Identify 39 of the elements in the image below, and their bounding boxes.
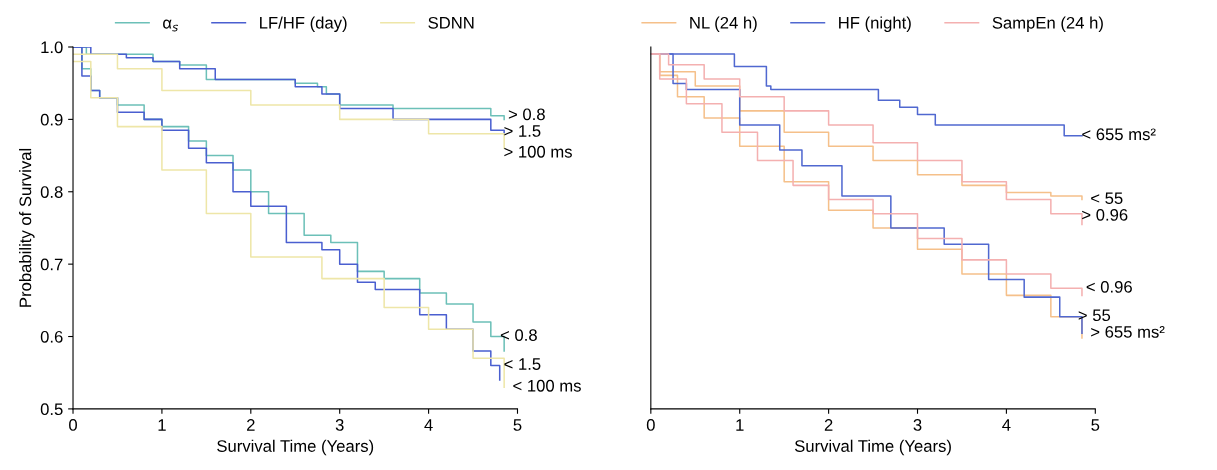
annotation: > 100 ms xyxy=(504,145,572,158)
x-tick-label: 2 xyxy=(824,419,833,431)
x-tick-label: 1 xyxy=(158,419,166,431)
y-tick-label: 0.9 xyxy=(40,113,63,126)
legend-label: SampEn (24 h) xyxy=(992,16,1103,32)
legend-label: NL (24 h) xyxy=(690,16,757,32)
annotation: > 655 ms² xyxy=(1091,326,1165,338)
annotation: < 0.96 xyxy=(1086,280,1132,293)
x-tick-label: 0 xyxy=(69,419,77,431)
x-tick-label: 3 xyxy=(335,419,344,431)
annotation: < 100 ms xyxy=(513,379,581,392)
annotation: < 0.8 xyxy=(500,329,537,341)
annotation: > 0.96 xyxy=(1082,208,1128,221)
legend-label: α$_{s}$ xyxy=(163,19,178,32)
legend-label: HF (night) xyxy=(839,16,911,32)
x-tick-label: 0 xyxy=(646,419,655,431)
y-tick-label: 1.0 xyxy=(41,41,63,54)
x-tick-label: 5 xyxy=(1091,419,1100,431)
x-axis-title: Survival Time (Years) xyxy=(217,439,374,456)
annotation: > 0.8 xyxy=(508,108,545,121)
x-tick-label: 2 xyxy=(247,419,255,431)
legend-label: LF/HF (day) xyxy=(260,16,347,32)
annotation: > 55 xyxy=(1078,309,1111,322)
y-tick-label: 0.8 xyxy=(40,186,63,198)
y-tick-label: 0.5 xyxy=(40,403,63,416)
y-axis-title: Probability of Survival xyxy=(19,148,35,307)
annotation: > 1.5 xyxy=(504,125,541,137)
legend-label: SDNN xyxy=(428,16,474,29)
x-tick-label: 5 xyxy=(513,419,522,431)
x-tick-label: 3 xyxy=(913,419,922,431)
x-tick-label: 4 xyxy=(1002,419,1011,431)
x-axis-title: Survival Time (Years) xyxy=(794,439,951,456)
annotation: < 55 xyxy=(1091,192,1123,205)
x-tick-label: 4 xyxy=(424,419,433,431)
y-tick-label: 0.6 xyxy=(40,330,63,343)
x-tick-label: 1 xyxy=(736,419,744,431)
y-tick-label: 0.7 xyxy=(40,258,63,271)
annotation: < 1.5 xyxy=(504,358,541,370)
annotation: < 655 ms² xyxy=(1082,128,1156,141)
